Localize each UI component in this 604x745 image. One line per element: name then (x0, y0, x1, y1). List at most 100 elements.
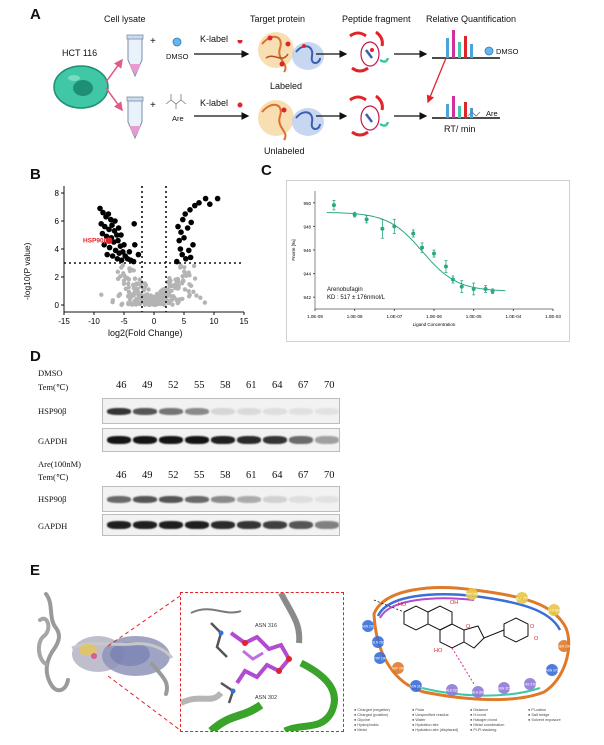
volcano-point-ns (187, 273, 192, 278)
volcano-point-ns (171, 293, 176, 299)
mst-fit-curve (326, 212, 506, 292)
volcano-point-sig (114, 256, 121, 262)
blot-band (237, 521, 261, 529)
volcano-point-sig (100, 209, 106, 216)
volcano-point-sig (97, 205, 103, 212)
mol-label-ho2: HO (434, 648, 443, 654)
volcano-point-sig (111, 239, 117, 245)
hct116-cell-icon (53, 65, 109, 109)
volcano-point-ns (202, 300, 208, 305)
legend-entry: ● Hydration site (412, 723, 439, 727)
residue-label: ASN 312 (410, 685, 423, 689)
blot-band (159, 521, 183, 529)
peptide-fragment-top-icon (349, 30, 390, 73)
volcano-point-ns (159, 288, 164, 293)
volcano-point-ns (129, 302, 135, 307)
volcano-point-sig (182, 211, 188, 217)
volcano-point-ns (173, 285, 178, 291)
blot-band (289, 436, 313, 444)
volcano-point-ns (133, 289, 138, 295)
dmso-label: DMSO (166, 52, 189, 61)
volcano-point-sig (115, 225, 122, 231)
interaction-diagram: HO OH O HO O O ASN 292 GLN 266 TRP 290 ASP … (354, 584, 586, 734)
volcano-point-ns (137, 301, 143, 307)
volcano-point-sig (121, 242, 127, 248)
klabel-top: K-label (200, 34, 229, 44)
temperature-label: 49 (142, 470, 153, 481)
blot-are-hsp90b (102, 486, 340, 512)
blot-band (133, 436, 157, 444)
temperature-label: 70 (324, 380, 335, 391)
protein-unlabeled-icon (258, 100, 324, 141)
blot-band (289, 495, 313, 503)
dmso-right-label: DMSO (496, 47, 519, 56)
dmso-drop-right-icon (484, 46, 494, 56)
volcano-point-ns (133, 286, 139, 291)
blot-band (159, 407, 183, 415)
blot-band (237, 436, 261, 444)
volcano-point-sig (109, 253, 116, 259)
volcano-point-sig (115, 237, 121, 244)
volcano-y-tick-label: 6 (55, 217, 60, 226)
mol-label-ho1: HO (398, 602, 407, 608)
mst-x-tick-label: 1.0E-04 (505, 314, 521, 319)
red-diagonal-arrow (426, 57, 447, 104)
mol-label-o1: O (466, 624, 471, 630)
residue-bubble (546, 664, 558, 676)
residue-label: ASN 378 (546, 669, 559, 673)
legend-entry: ● Pi-cation (528, 708, 547, 712)
volcano-point-sig (108, 216, 114, 223)
volcano-point-sig (106, 226, 112, 233)
mst-y-tick-label: 946 (303, 248, 311, 253)
volcano-point-ns (142, 296, 148, 302)
volcano-point-ns (119, 265, 124, 270)
volcano-point-ns (174, 281, 180, 287)
volcano-point-sig (187, 207, 193, 213)
blot-group1-label: DMSO (38, 368, 63, 378)
volcano-point-sig (175, 223, 181, 230)
legend-entry: ● Distance (470, 708, 489, 712)
blot-band (185, 495, 209, 503)
volcano-point-ns (182, 269, 187, 274)
mst-point (450, 277, 455, 282)
volcano-point-ns (132, 276, 138, 281)
residue-bubble (498, 682, 510, 694)
mst-x-tick-label: 1.0E-03 (545, 314, 561, 319)
mst-x-tick-label: 1.0E-06 (426, 314, 442, 319)
header-cell-lysate: Cell lysate (104, 14, 146, 24)
blot-band (315, 495, 339, 503)
volcano-point-ns (126, 281, 131, 286)
klabel-arrows (194, 40, 250, 120)
blot-band (185, 436, 209, 444)
volcano-point-ns (119, 302, 124, 308)
temperature-label: 58 (220, 470, 231, 481)
volcano-point-ns (194, 293, 199, 298)
volcano-point-sig (176, 237, 182, 244)
are-right-label: Are (486, 109, 498, 118)
volcano-point-ns (175, 276, 181, 282)
residue-bubble (516, 592, 528, 604)
volcano-x-tick-label: -10 (88, 317, 100, 326)
temperature-label: 55 (194, 380, 205, 391)
residue-bubble (466, 588, 478, 600)
ligand-2d-plot: HO OH O HO O O ASN 292 GLN 266 TRP 290 ASP … (362, 586, 571, 702)
volcano-point-ns (137, 277, 142, 282)
header-peptide-fragment: Peptide fragment (342, 14, 411, 24)
blot-band (159, 495, 183, 503)
mst-x-tick-label: 1.0E-07 (386, 314, 402, 319)
volcano-point-ns (115, 276, 121, 281)
blot-group2-label: Are(100nM) (38, 459, 81, 469)
volcano-point-sig (105, 211, 112, 217)
interaction-legend: ● Charged (negative) ● Charged (positive)… (354, 708, 586, 734)
volcano-point-ns (141, 287, 147, 293)
mst-point (364, 217, 369, 222)
mst-annotation-name: Arenobufagin (327, 287, 363, 293)
blot-dmso-hsp90b (102, 398, 340, 424)
volcano-point-ns (145, 292, 150, 297)
legend-entry: ● Metal coordination (470, 723, 505, 727)
volcano-point-sig (120, 249, 126, 255)
blot-band (107, 521, 131, 529)
panel-label-e: E (30, 562, 41, 579)
mst-plot: 950 948 946 944 942 1.0E-09 1.0E-08 1.0E-07 1.0E… (291, 191, 561, 327)
panel-label-a: A (30, 6, 41, 23)
